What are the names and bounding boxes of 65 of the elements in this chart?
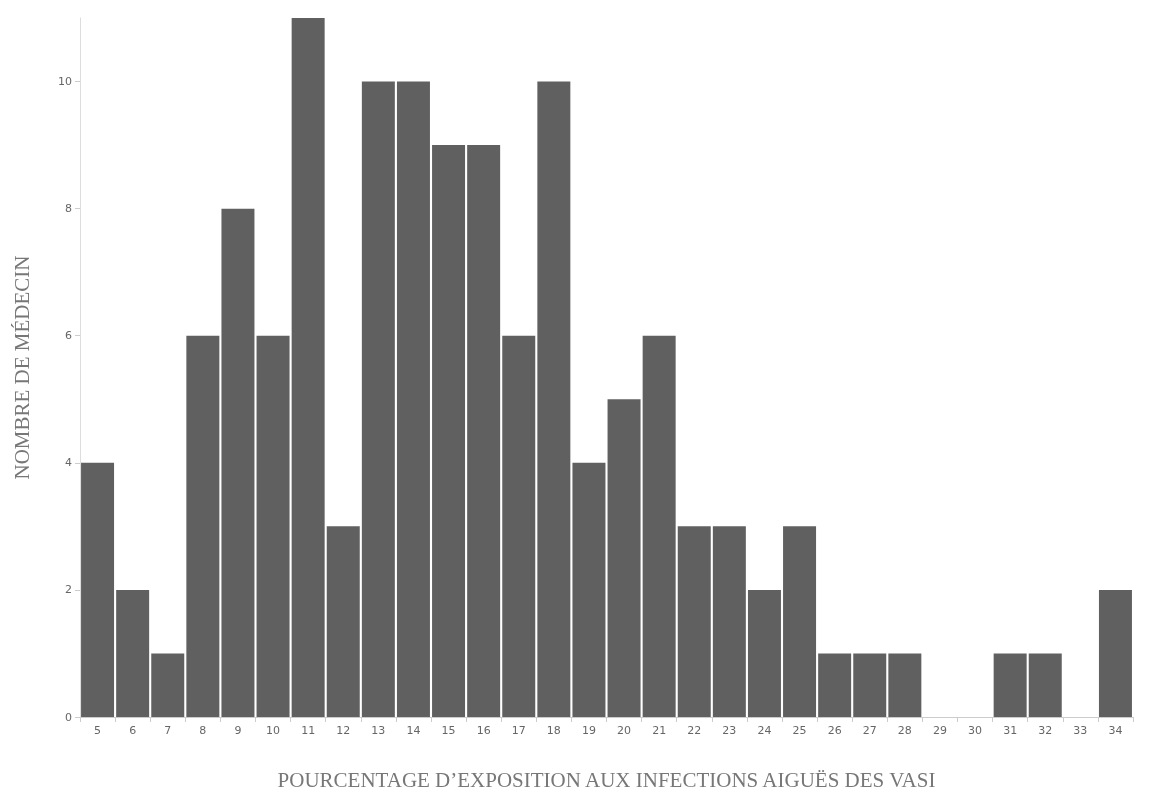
bar	[467, 145, 501, 717]
bar	[432, 145, 466, 717]
x-tick-label: 5	[94, 724, 102, 737]
bar	[607, 399, 641, 717]
bar	[361, 81, 395, 717]
x-tick-label: 31	[1003, 724, 1018, 737]
x-tick-label: 8	[199, 724, 207, 737]
bar	[1098, 589, 1132, 717]
x-tick-label: 34	[1108, 724, 1123, 737]
y-tick-label: 2	[65, 583, 72, 597]
bar	[677, 526, 711, 717]
bar	[221, 208, 255, 717]
bar	[256, 335, 290, 717]
x-tick-label: 28	[897, 724, 912, 737]
x-tick-label: 29	[932, 724, 947, 737]
bar	[818, 653, 852, 717]
x-tick-label: 16	[476, 724, 491, 737]
bar	[853, 653, 887, 717]
bar	[326, 526, 360, 717]
x-tick-label: 23	[722, 724, 737, 737]
x-tick-label: 9	[234, 724, 242, 737]
x-tick-label: 6	[129, 724, 137, 737]
x-tick-label: 7	[164, 724, 172, 737]
x-tick-label: 14	[406, 724, 421, 737]
x-tick-label: 11	[301, 724, 316, 737]
x-tick-label: 30	[968, 724, 983, 737]
x-tick-label: 18	[546, 724, 561, 737]
bar	[537, 81, 571, 717]
x-tick-label: 21	[652, 724, 667, 737]
y-tick-label: 10	[58, 75, 72, 89]
bar	[747, 589, 781, 717]
x-tick-label: 17	[511, 724, 526, 737]
bar	[888, 653, 922, 717]
y-tick-label: 4	[65, 456, 72, 470]
bar	[783, 526, 817, 717]
x-tick-label: 10	[266, 724, 281, 737]
x-tick-label: 15	[441, 724, 456, 737]
bar	[396, 81, 430, 717]
x-tick-label: 19	[581, 724, 596, 737]
x-tick-label: 24	[757, 724, 772, 737]
bar	[572, 462, 606, 717]
bar	[1028, 653, 1062, 717]
bar	[291, 18, 325, 717]
bar	[642, 335, 676, 717]
bar	[151, 653, 185, 717]
bar	[993, 653, 1027, 717]
x-tick-label: 26	[827, 724, 842, 737]
bar	[712, 526, 746, 717]
bar	[502, 335, 536, 717]
y-tick-label: 0	[65, 710, 72, 724]
y-tick-label: 8	[65, 202, 72, 216]
x-tick-label: 22	[687, 724, 702, 737]
bar	[186, 335, 220, 717]
bar	[81, 462, 115, 717]
x-tick-label: 12	[336, 724, 351, 737]
bar	[116, 589, 150, 717]
x-axis-title: POURCENTAGE D’EXPOSITION AUX INFECTIONS AIGUËS DES VASI	[277, 767, 936, 792]
x-tick-label: 27	[862, 724, 877, 737]
x-tick-label: 20	[617, 724, 632, 737]
y-axis-title: NOMBRE DE MÉDECIN	[9, 255, 34, 480]
x-tick-label: 33	[1073, 724, 1088, 737]
x-tick-label: 25	[792, 724, 807, 737]
y-tick-label: 6	[65, 329, 72, 343]
x-tick-label: 32	[1038, 724, 1053, 737]
x-tick-label: 13	[371, 724, 386, 737]
